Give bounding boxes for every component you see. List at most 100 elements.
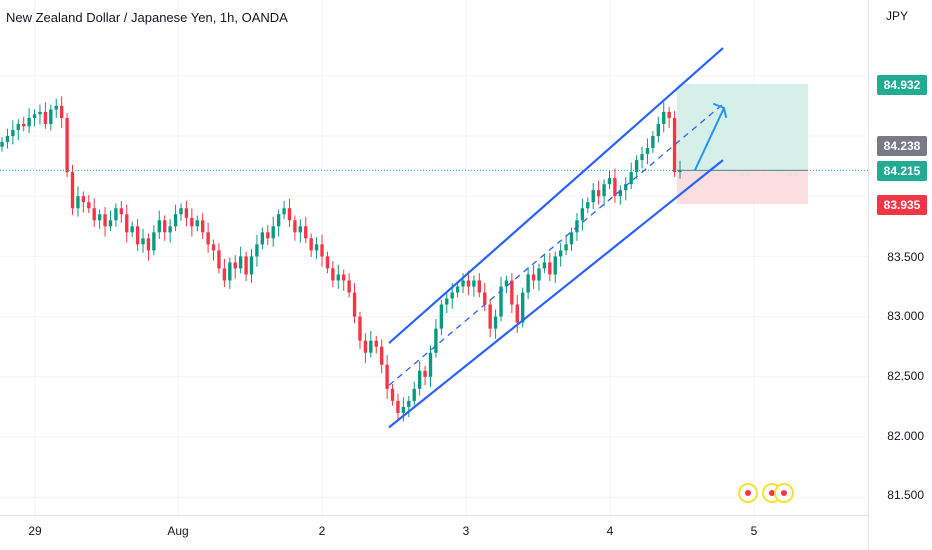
candle-body [206,232,210,245]
candle-body [228,262,232,281]
currency-label: JPY [886,9,909,23]
candle-body [168,226,172,233]
candle-body [97,214,102,221]
candle-body [331,268,335,281]
candle-body [596,190,601,197]
candle-body [407,400,411,407]
candle-body [201,220,205,233]
candle-body [629,172,633,185]
entry-price-tag: 84.215 [877,161,927,181]
loss-zone [677,170,808,205]
candle-body [38,111,42,115]
candle-body [266,232,270,239]
candle-body [249,256,254,275]
candle-body [184,208,189,218]
candle-body [553,256,557,275]
candle-body [379,346,384,365]
candle-body [358,316,362,341]
dividend-event-icon[interactable] [774,483,794,503]
candle-body [510,280,514,305]
candle-body [16,123,20,130]
profit-zone [677,83,808,171]
candle-body [43,111,48,124]
projection-arrow [694,103,727,171]
candle-body [287,208,292,221]
candle-body [5,136,10,143]
candle-body [179,208,183,215]
candle-body [521,292,525,323]
candle-body [190,217,194,227]
candle-body [667,111,671,118]
candle-body [613,178,617,197]
candle-body [146,238,151,251]
candle-body [591,190,595,203]
candle-body [645,148,650,155]
candle-body [385,364,389,389]
candle-body [141,238,145,245]
candle-body [130,226,134,233]
x-tick-label: 4 [606,524,614,538]
y-tick-label: 83.000 [887,309,924,323]
candle-body [347,280,351,293]
x-tick-label: 3 [462,524,470,538]
candle-body [11,129,15,136]
x-tick-label: Aug [167,524,189,538]
candle-body [504,280,509,287]
candle-body [260,232,265,245]
x-tick-label: 2 [318,524,326,538]
candle-body [217,250,221,269]
candle-body [624,184,628,191]
candle-body [238,256,243,269]
candle-body [352,292,357,317]
candle-body [255,244,259,257]
dividend-event-icon[interactable] [738,483,758,503]
candle-body [662,111,666,124]
candle-body [396,400,400,413]
candle-body [49,109,53,124]
candle-body [602,184,606,197]
candle-body [434,328,438,353]
candle-body [472,280,476,287]
candle-body [461,280,465,287]
target-price-tag: 84.932 [877,75,927,95]
candle-body [244,256,248,275]
candle-body [163,220,167,233]
candle-body [87,202,91,209]
candle-body [477,280,481,293]
y-tick-label: 82.000 [887,429,924,443]
last-price-tag: 84.238 [877,136,927,156]
candle-body [59,105,64,118]
candle-body [222,268,227,281]
y-tick-label: 82.500 [887,369,924,383]
candle-body [417,370,422,389]
candle-body [634,160,639,173]
candle-body [298,226,303,233]
candle-body [157,220,161,233]
channel-midline [388,103,724,386]
candle-body [428,352,433,377]
candle-body [119,208,124,215]
candle-body [271,226,275,239]
candle-body [569,232,574,245]
candle-body [401,406,406,413]
candle-body [304,226,308,239]
candle-body [309,238,313,251]
candle-body [314,244,319,251]
candle-body [651,136,655,149]
candle-body [32,114,37,118]
candle-body [390,388,395,401]
candle-body [65,117,69,173]
candle-body [336,274,340,281]
candle-body [325,256,330,269]
channel-upper-line [388,47,724,344]
candle-body [27,117,31,127]
candle-body [81,196,86,203]
candle-body [499,286,503,317]
y-tick-label: 83.500 [887,250,924,264]
candle-body [22,123,26,127]
candle-body [369,340,373,353]
candle-body [135,226,140,245]
candle-body [656,123,660,136]
candle-body [114,208,118,221]
